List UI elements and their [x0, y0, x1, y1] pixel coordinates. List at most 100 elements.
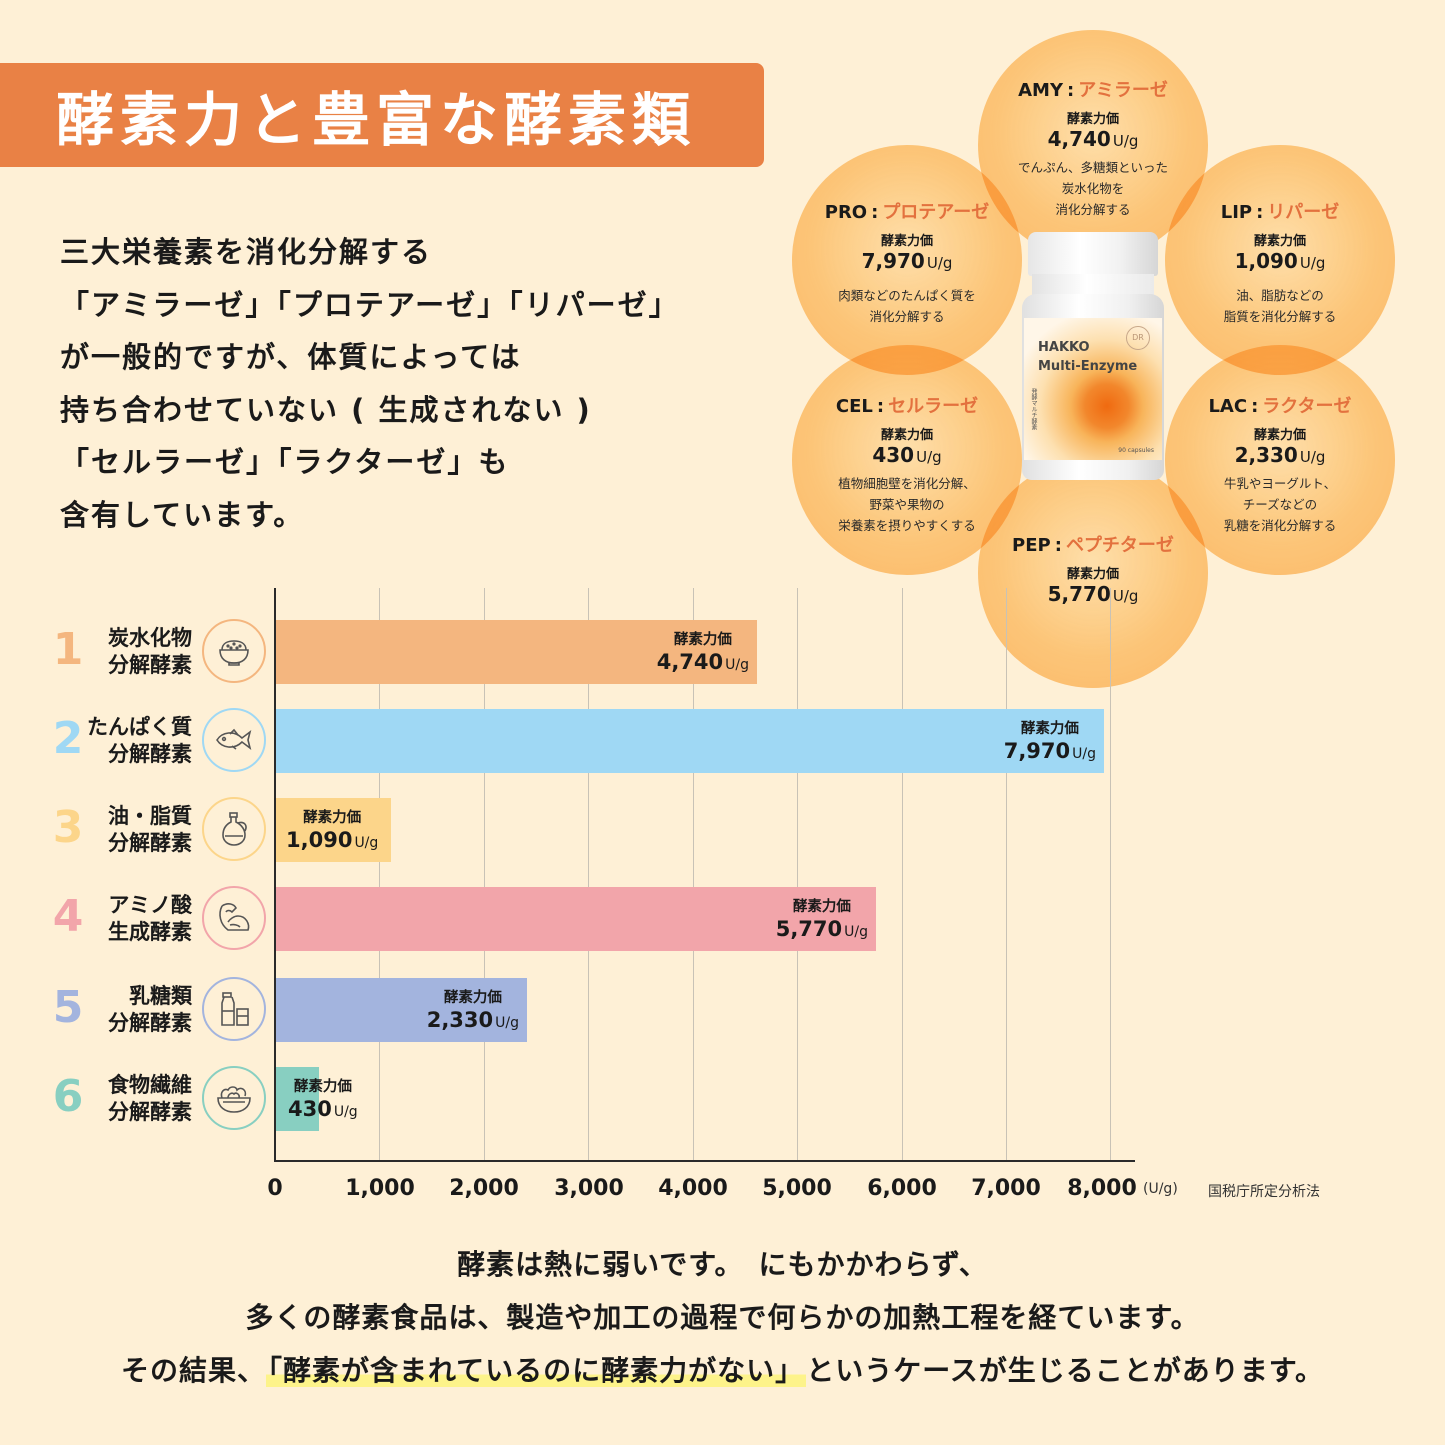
enzyme-code: LAC — [1208, 396, 1248, 417]
value-unit: U/g — [926, 254, 953, 272]
x-tick: 5,000 — [762, 1176, 832, 1201]
bar-carbohydrate: 酵素力価 4,740 U/g — [276, 620, 757, 684]
value-unit: U/g — [1112, 132, 1139, 150]
enzyme-description: 油、脂肪などの 脂質を消化分解する — [1165, 285, 1395, 327]
bar-label-value: 7,970 U/g — [1004, 739, 1096, 766]
value-unit: U/g — [495, 1015, 519, 1031]
x-axis — [274, 1160, 1135, 1162]
category-number: 1 — [52, 624, 84, 675]
bar-fiber: 酵素力価 430 U/g — [276, 1067, 358, 1131]
value-number: 5,770 — [775, 917, 843, 941]
category-row-6: 6 食物繊維 分解酵素 — [48, 1065, 270, 1135]
enzyme-code: CEL — [835, 396, 873, 417]
highlighted-phrase: 「酵素が含まれているのに酵素力がない」 — [266, 1354, 807, 1387]
value-unit: U/g — [844, 924, 868, 940]
desc-line: 消化分解する — [1055, 202, 1131, 217]
enzyme-circle-lac — [1165, 345, 1395, 575]
enzyme-code: PRO — [824, 202, 868, 223]
bar-value-label: 酵素力価 2,330 U/g — [427, 988, 519, 1035]
product-name-line1: HAKKO — [1038, 340, 1090, 355]
milk-bottle-icon — [202, 977, 266, 1041]
label-line: 分解酵素 — [108, 653, 192, 677]
enzyme-description: でんぷん、多糖類といった 炭水化物を 消化分解する — [978, 157, 1208, 220]
enzyme-potency-value: 7,970 U/g — [792, 249, 1022, 275]
footer-line3-pre: その結果、 — [121, 1354, 267, 1387]
footer-line: その結果、「酵素が含まれているのに酵素力がない」というケースが生じることがありま… — [0, 1344, 1445, 1397]
category-row-5: 5 乳糖類分解酵素 — [48, 976, 270, 1046]
enzyme-info-lip: LIP: リパーゼ 酵素力価 1,090 U/g 油、脂肪などの 脂質を消化分解する — [1165, 198, 1395, 327]
category-number: 4 — [52, 891, 84, 942]
label-line: 乳糖類 — [129, 984, 192, 1008]
x-tick: 4,000 — [658, 1176, 728, 1201]
bar-label-title: 酵素力価 — [1020, 721, 1079, 737]
label-line: 分解酵素 — [108, 831, 192, 855]
category-row-3: 3 油・脂質 分解酵素 — [48, 796, 270, 866]
enzyme-code: PEP — [1012, 535, 1051, 556]
enzyme-description: 肉類などのたんぱく質を 消化分解する — [792, 285, 1022, 327]
label-line: 分解酵素 — [108, 742, 192, 766]
enzyme-circle-amy — [978, 30, 1208, 260]
value-unit: U/g — [1299, 448, 1326, 466]
product-name-line2: Multi-Enzyme — [1038, 359, 1138, 374]
intro-line: 含有しています。 — [60, 497, 305, 532]
enzyme-name: ラクターゼ — [1262, 396, 1352, 417]
desc-line: チーズなどの — [1242, 497, 1318, 512]
bar-label-title: 酵素力価 — [792, 899, 851, 915]
separator: : — [1067, 80, 1075, 101]
enzyme-name: プロテアーゼ — [882, 202, 990, 223]
enzyme-code: AMY — [1018, 80, 1064, 101]
x-tick: 6,000 — [867, 1176, 937, 1201]
bottle-label: DR HAKKO Multi-Enzyme 発酵マルチ酵素 90 capsule… — [1024, 318, 1162, 460]
page-title: 酵素力と豊富な酵素類 — [56, 86, 697, 154]
x-tick: 0 — [267, 1176, 283, 1201]
desc-line: 野菜や果物の — [869, 497, 945, 512]
value-number: 7,970 — [1003, 739, 1071, 763]
category-number: 5 — [52, 982, 84, 1033]
category-row-1: 1 炭水化物 分解酵素 — [48, 618, 270, 688]
value-unit: U/g — [354, 835, 379, 851]
bar-value-label: 酵素力価 1,090 U/g — [286, 808, 378, 855]
value-unit: U/g — [333, 1104, 358, 1120]
label-line: 食物繊維 — [108, 1073, 192, 1097]
intro-line: 「アミラーゼ」「プロテアーゼ」「リパーゼ」 — [60, 287, 680, 322]
desc-line: 栄養素を摂りやすくする — [838, 518, 976, 533]
desc-line: 消化分解する — [869, 309, 945, 324]
enzyme-info-pep: PEP: ペプチターゼ 酵素力価 5,770 U/g — [978, 531, 1208, 608]
bar-label-value: 2,330 U/g — [427, 1008, 519, 1035]
capsule-count: 90 capsules — [1118, 447, 1154, 454]
desc-line: 脂質を消化分解する — [1223, 309, 1337, 324]
x-axis-unit: (U/g) — [1143, 1181, 1178, 1197]
gridline — [379, 588, 380, 1161]
bar-lactose: 酵素力価 2,330 U/g — [276, 978, 527, 1042]
separator: : — [876, 396, 885, 417]
enzyme-circle-pro — [792, 145, 1022, 375]
gridline — [484, 588, 485, 1161]
oil-bottle-icon — [202, 797, 266, 861]
category-label: 炭水化物 分解酵素 — [108, 625, 192, 679]
desc-line: 炭水化物を — [1061, 181, 1125, 196]
footer-line: 多くの酵素食品は、製造や加工の過程で何らかの加熱工程を経ています。 — [245, 1301, 1200, 1334]
footer-text: 酵素は熱に弱いです。 にもかかわらず、 多くの酵素食品は、製造や加工の過程で何ら… — [0, 1238, 1445, 1397]
enzyme-name: アミラーゼ — [1078, 80, 1168, 101]
separator: : — [1251, 396, 1259, 417]
enzyme-potency-label: 酵素力価 — [880, 428, 933, 443]
gridline — [588, 588, 589, 1161]
enzyme-name: リパーゼ — [1267, 202, 1340, 223]
x-tick: 1,000 — [345, 1176, 415, 1201]
category-number: 2 — [52, 713, 84, 764]
value-unit: U/g — [725, 657, 749, 673]
gridline — [1006, 588, 1007, 1161]
gridline — [1110, 588, 1111, 1161]
label-line: 油・脂質 — [108, 804, 192, 828]
category-row-4: 4 アミノ酸 生成酵素 — [48, 885, 270, 955]
label-line: 分解酵素 — [108, 1011, 192, 1035]
enzyme-potency-label: 酵素力価 — [880, 234, 933, 249]
enzyme-info-lac: LAC: ラクターゼ 酵素力価 2,330 U/g 牛乳やヨーグルト、 チーズなどの… — [1165, 392, 1395, 536]
bar-label-value: 430 U/g — [288, 1097, 358, 1124]
enzyme-potency-label: 酵素力価 — [1253, 234, 1306, 249]
value-unit: U/g — [916, 448, 942, 466]
enzyme-name: ペプチターゼ — [1065, 535, 1174, 556]
value-unit: U/g — [1112, 587, 1139, 605]
bar-label-value: 4,740 U/g — [657, 650, 749, 677]
fish-icon — [202, 708, 266, 772]
